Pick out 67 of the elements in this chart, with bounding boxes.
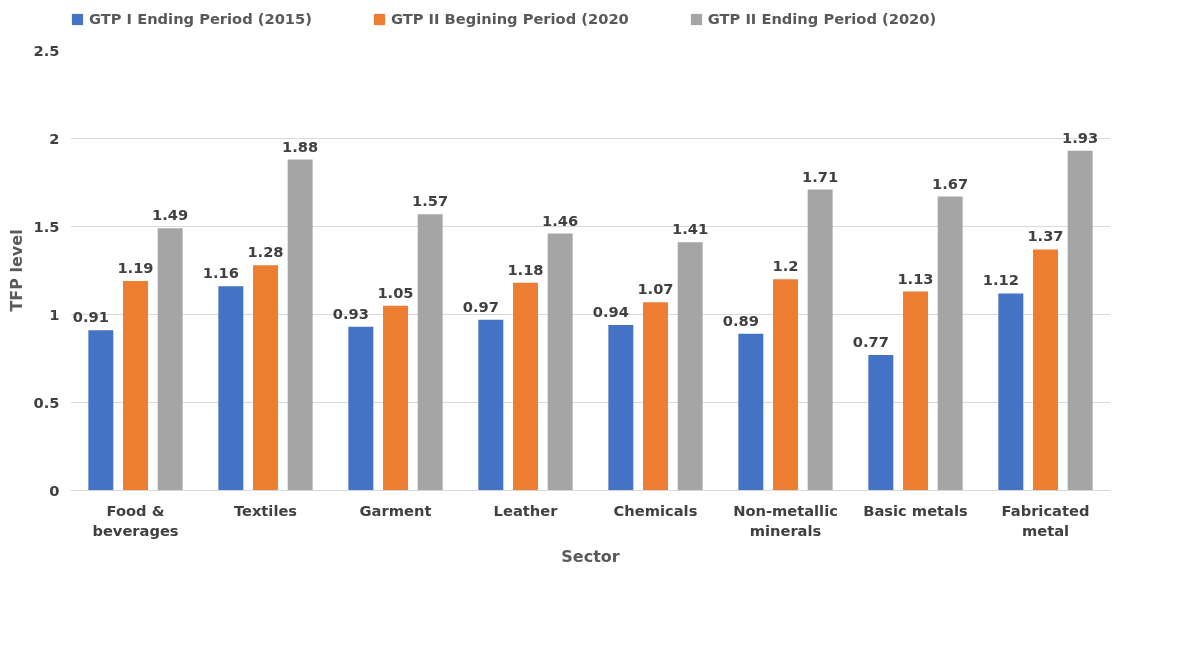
x-tick-label: Non-metallic minerals: [733, 501, 838, 539]
bar: [998, 293, 1024, 491]
bar: [937, 196, 963, 491]
data-label: 1.05: [377, 283, 414, 301]
data-label: 1.07: [637, 280, 674, 298]
data-label: 0.89: [722, 311, 759, 329]
data-label: 0.93: [332, 304, 369, 322]
data-label: 0.91: [72, 308, 109, 326]
bar: [287, 159, 313, 491]
x-tick-label: Leather: [493, 501, 559, 519]
bar: [513, 282, 538, 491]
y-tick-label: 2.5: [33, 41, 60, 59]
y-tick-label: 0.5: [33, 393, 60, 411]
y-axis-title: TFP level: [6, 229, 26, 312]
bar: [903, 291, 928, 491]
data-label: 0.77: [852, 332, 889, 350]
data-label: 1.88: [282, 137, 319, 155]
y-tick-label: 1: [49, 305, 60, 323]
x-tick-label: Garment: [359, 501, 432, 519]
bar: [677, 242, 703, 491]
x-tick-label: Fabricated metal: [1001, 501, 1090, 539]
data-label: 0.94: [592, 303, 629, 321]
bar: [478, 319, 504, 491]
x-tick-label: Food & beverages: [92, 501, 179, 539]
bar: [383, 305, 408, 491]
y-tick-label: 1.5: [33, 217, 60, 235]
data-label: 1.41: [672, 220, 709, 238]
data-label: 1.16: [202, 264, 239, 282]
legend-label: GTP I Ending Period (2015): [89, 10, 312, 27]
bar: [253, 265, 278, 491]
data-label: 1.2: [772, 257, 799, 275]
data-label: 1.28: [247, 243, 284, 261]
x-tick-label: Chemicals: [613, 501, 698, 519]
bar: [88, 330, 114, 491]
data-label: 1.67: [932, 174, 969, 192]
x-axis-title: Sector: [561, 546, 620, 566]
bar: [1033, 249, 1058, 491]
legend-label: GTP II Begining Period (2020: [390, 10, 629, 27]
data-label: 1.19: [117, 259, 154, 277]
data-label: 1.12: [982, 271, 1019, 289]
bar: [123, 281, 148, 491]
data-label: 1.18: [507, 260, 544, 278]
x-tick-label: Basic metals: [863, 501, 968, 519]
bar: [157, 228, 183, 491]
bar: [608, 325, 634, 491]
data-label: 1.71: [802, 167, 839, 185]
bar: [868, 354, 894, 491]
bar: [547, 233, 573, 491]
y-tick-label: 0: [49, 481, 60, 499]
bar: [417, 214, 443, 491]
data-label: 0.97: [462, 297, 499, 315]
legend-label: GTP II Ending Period (2020): [707, 10, 937, 27]
data-label: 1.93: [1062, 128, 1099, 146]
x-tick-label: Textiles: [233, 501, 298, 519]
bar: [218, 286, 244, 491]
bar: [348, 326, 374, 491]
bar: [773, 279, 798, 491]
data-label: 1.49: [152, 206, 189, 224]
y-tick-label: 2: [49, 129, 60, 147]
bar: [643, 302, 668, 491]
data-label: 1.46: [542, 211, 579, 229]
bar: [807, 189, 833, 491]
data-label: 1.37: [1027, 227, 1064, 245]
bar: [1067, 150, 1093, 491]
bar: [738, 333, 764, 491]
data-label: 1.13: [897, 269, 934, 287]
data-label: 1.57: [412, 192, 449, 210]
